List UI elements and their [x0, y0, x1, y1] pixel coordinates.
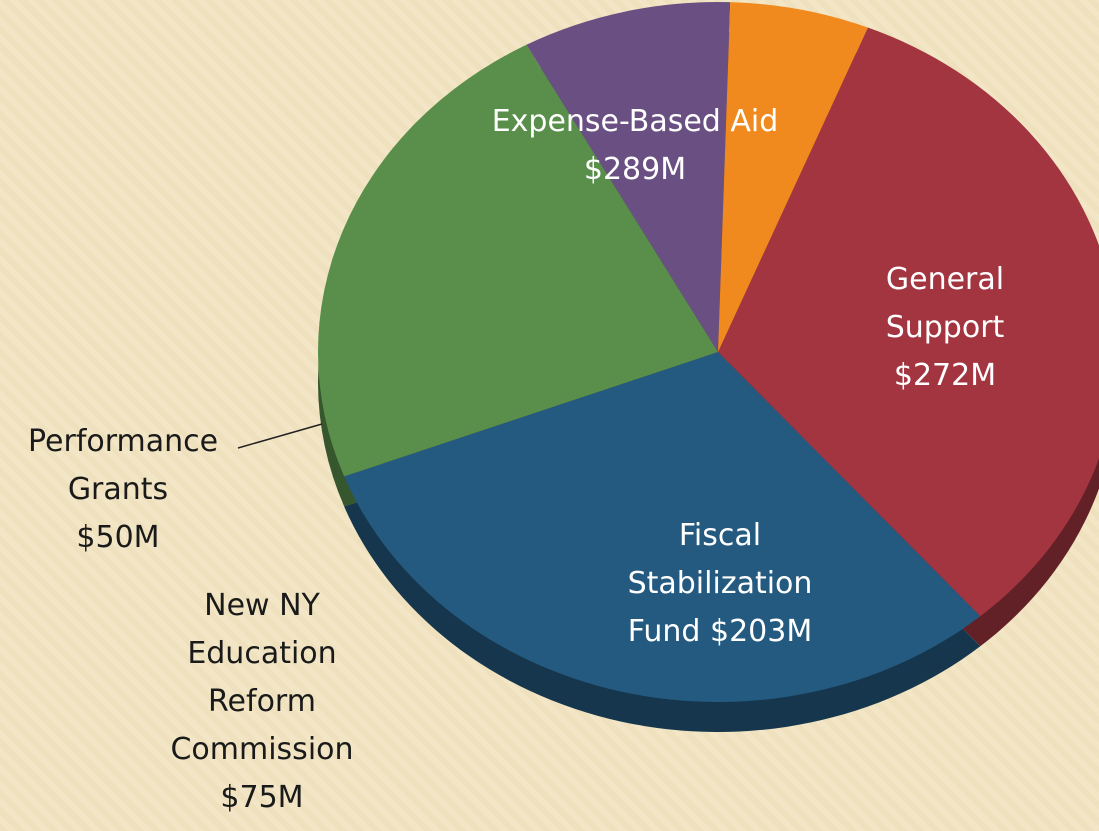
value-label: $272M	[893, 358, 997, 393]
slice	[718, 27, 1099, 617]
slice	[344, 352, 981, 702]
value-label: $75M	[220, 780, 304, 815]
leader-line	[237, 423, 323, 449]
category-label: New NY Education Reform Commission	[170, 588, 354, 767]
slice-label: Fiscal Stabilization Fund $203M	[605, 512, 835, 656]
value-label: $289M	[583, 152, 687, 187]
slice-label: General Support $272M	[865, 256, 1025, 400]
category-label: General Support	[885, 262, 1005, 345]
slice	[718, 2, 868, 352]
slice-label: New NY Education Reform Commission $75M	[157, 582, 367, 822]
value-label: $50M	[76, 520, 160, 555]
value-label: $203M	[710, 614, 813, 649]
category-label: Performance Grants	[28, 424, 219, 507]
category-label: Fiscal Stabilization Fund	[627, 518, 813, 649]
slice-label: Expense-Based Aid $289M	[485, 98, 785, 194]
slice	[318, 44, 718, 477]
slice	[526, 2, 731, 353]
category-label: Expense-Based Aid	[491, 104, 779, 139]
slice-label: Performance Grants $50M	[28, 418, 218, 562]
